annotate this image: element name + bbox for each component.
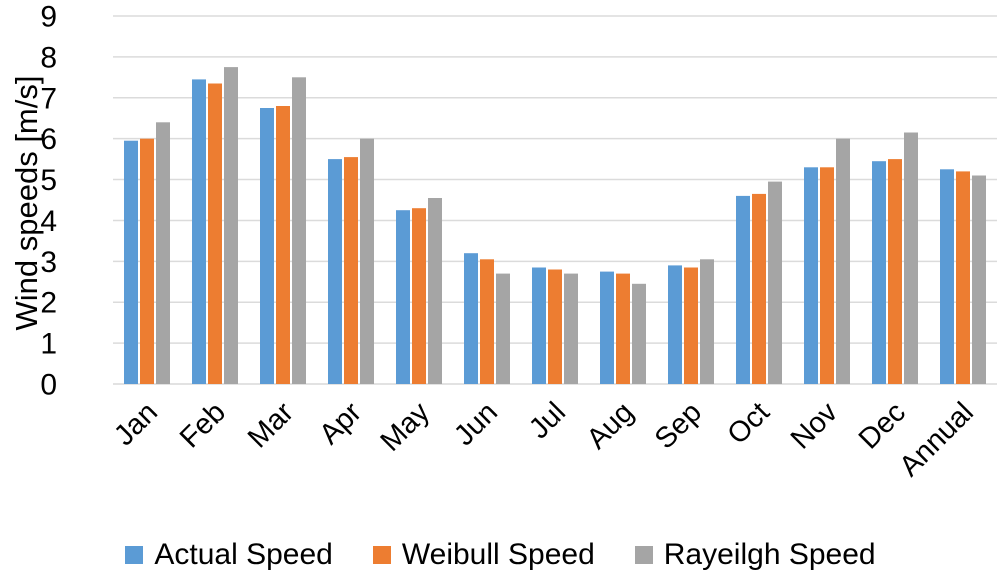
bar-rayeilgh-speed-apr	[360, 138, 374, 384]
bar-weibull-speed-apr	[344, 157, 358, 384]
x-tick-label: Feb	[174, 396, 232, 454]
x-tick-label: Mar	[242, 396, 300, 454]
y-tick-label: 7	[40, 82, 57, 115]
bar-weibull-speed-jun	[480, 259, 494, 384]
x-tick-label: Jan	[108, 396, 164, 452]
bar-actual-speed-nov	[804, 167, 818, 384]
y-axis-title: Wind speeds [m/s]	[9, 75, 44, 331]
y-tick-label: 5	[40, 164, 57, 197]
x-tick-label: Oct	[721, 396, 776, 451]
bar-weibull-speed-may	[412, 208, 426, 384]
bar-rayeilgh-speed-jan	[156, 122, 170, 385]
bar-weibull-speed-jan	[140, 138, 154, 384]
y-tick-label: 0	[40, 369, 57, 402]
bar-weibull-speed-dec	[888, 159, 902, 384]
bar-actual-speed-aug	[600, 271, 614, 384]
bar-actual-speed-may	[396, 210, 410, 384]
legend-item-rayeilgh-speed: Rayeilgh Speed	[634, 538, 876, 572]
bar-rayeilgh-speed-dec	[904, 132, 918, 384]
legend-swatch-icon	[372, 546, 391, 564]
bar-weibull-speed-annual	[956, 171, 970, 384]
legend-label: Rayeilgh Speed	[663, 538, 876, 571]
x-tick-label: Jul	[523, 396, 572, 445]
bar-actual-speed-dec	[872, 161, 886, 384]
bar-rayeilgh-speed-mar	[292, 77, 306, 385]
bar-actual-speed-feb	[192, 79, 206, 385]
legend-label: Weibull Speed	[401, 538, 595, 571]
x-tick-label: Apr	[313, 396, 368, 451]
legend-swatch-icon	[125, 546, 144, 564]
bar-rayeilgh-speed-sep	[700, 259, 714, 384]
x-tick-label: Nov	[785, 396, 844, 455]
bar-actual-speed-sep	[668, 265, 682, 384]
bar-weibull-speed-feb	[208, 83, 222, 384]
bar-weibull-speed-oct	[752, 193, 766, 384]
bar-rayeilgh-speed-annual	[972, 175, 986, 384]
y-tick-label: 4	[40, 205, 57, 238]
bar-actual-speed-oct	[736, 195, 750, 384]
y-tick-label: 9	[40, 1, 57, 34]
x-tick-label: Aug	[581, 396, 640, 455]
x-tick-label: Sep	[649, 396, 708, 455]
y-tick-label: 1	[40, 328, 57, 361]
y-tick-label: 8	[40, 41, 57, 74]
bar-rayeilgh-speed-may	[428, 198, 442, 384]
bar-rayeilgh-speed-feb	[224, 67, 238, 384]
bar-weibull-speed-nov	[820, 167, 834, 384]
bar-actual-speed-jan	[124, 140, 138, 384]
y-tick-label: 6	[40, 123, 57, 156]
bar-weibull-speed-mar	[276, 106, 290, 384]
bar-rayeilgh-speed-aug	[632, 283, 646, 384]
legend: Actual Speed Weibull Speed Rayeilgh Speed	[0, 534, 1001, 576]
bar-actual-speed-annual	[940, 169, 954, 384]
legend-label: Actual Speed	[154, 538, 333, 571]
legend-item-weibull-speed: Weibull Speed	[372, 538, 595, 572]
bar-rayeilgh-speed-oct	[768, 181, 782, 384]
x-tick-label: May	[375, 396, 437, 458]
plot-area: 0 1 2 3 4 5 6 7 8 9 Jan Feb Mar Apr May Jun Jul Aug Sep Oct…	[40, 1, 997, 483]
x-tick-label: Annual	[893, 396, 979, 482]
legend-swatch-icon	[634, 546, 653, 564]
bar-rayeilgh-speed-jun	[496, 273, 510, 384]
bar-weibull-speed-jul	[548, 269, 562, 384]
bar-weibull-speed-aug	[616, 273, 630, 384]
bar-actual-speed-mar	[260, 108, 274, 384]
bar-rayeilgh-speed-nov	[836, 138, 850, 384]
bar-actual-speed-apr	[328, 159, 342, 384]
bar-rayeilgh-speed-jul	[564, 273, 578, 384]
y-tick-label: 2	[40, 287, 57, 320]
bar-actual-speed-jul	[532, 267, 546, 384]
x-tick-label: Dec	[853, 396, 912, 455]
bar-weibull-speed-sep	[684, 267, 698, 384]
legend-item-actual-speed: Actual Speed	[125, 538, 333, 572]
bar-actual-speed-jun	[464, 253, 478, 384]
x-tick-label: Jun	[448, 396, 504, 452]
y-tick-label: 3	[40, 246, 57, 279]
